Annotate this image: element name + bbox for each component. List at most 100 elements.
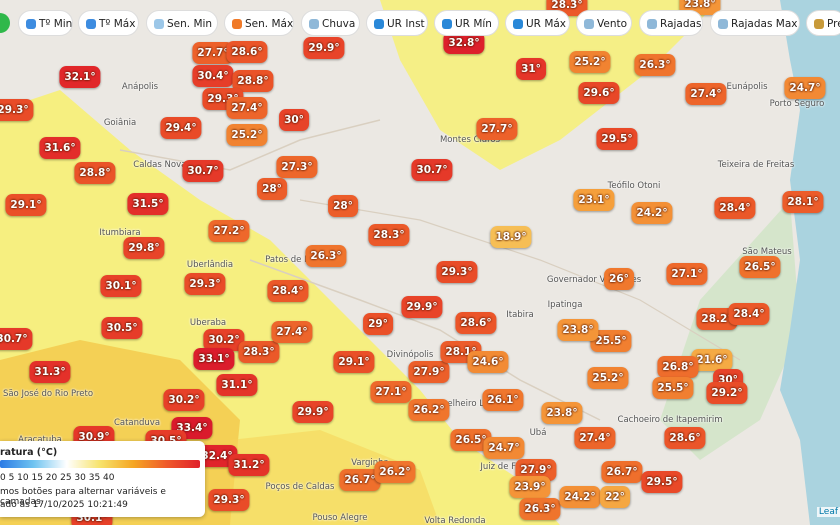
temperature-marker[interactable]: 25.5° (652, 377, 694, 399)
toolbar-button[interactable]: Sen. Min (146, 10, 218, 36)
temperature-marker[interactable]: 27.1° (370, 381, 412, 403)
temperature-marker[interactable]: 23.8° (557, 319, 599, 341)
toolbar-button[interactable]: UR Máx (505, 10, 570, 36)
temperature-marker[interactable]: 27.4° (226, 97, 268, 119)
temperature-marker[interactable]: 26° (604, 268, 634, 290)
temperature-marker[interactable]: 29.4° (160, 117, 202, 139)
temperature-marker[interactable]: 26.8° (657, 356, 699, 378)
temperature-marker[interactable]: 29.3° (184, 273, 226, 295)
temperature-marker[interactable]: 26.5° (739, 256, 781, 278)
temperature-marker[interactable]: 24.7° (483, 437, 525, 459)
toolbar-button[interactable]: Rajadas (639, 10, 703, 36)
temperature-marker[interactable]: 27.7° (192, 42, 234, 64)
temperature-marker[interactable]: 28.8° (232, 70, 274, 92)
temperature-marker[interactable]: 23.8° (541, 402, 583, 424)
temperature-marker[interactable]: 25.2° (569, 51, 611, 73)
temperature-marker[interactable]: 31.3° (29, 361, 71, 383)
temperature-marker[interactable]: 18.9° (490, 226, 532, 248)
toolbar-button[interactable]: Tº Min (18, 10, 73, 36)
temperature-marker[interactable]: 24.6° (467, 351, 509, 373)
temperature-marker[interactable]: 27.9° (515, 459, 557, 481)
temperature-marker[interactable]: 28° (257, 178, 287, 200)
temperature-marker[interactable]: 22° (600, 486, 630, 508)
toolbar-button[interactable]: Tº Máx (78, 10, 139, 36)
temperature-marker[interactable]: 32.8° (443, 32, 485, 54)
temperature-marker[interactable]: 31.2° (228, 454, 270, 476)
temperature-marker[interactable]: 29.1° (5, 194, 47, 216)
temperature-marker[interactable]: 26.3° (305, 245, 347, 267)
temperature-marker[interactable]: 28.3° (368, 224, 410, 246)
temperature-marker[interactable]: 29.3° (436, 261, 478, 283)
temperature-marker[interactable]: 28° (328, 195, 358, 217)
temperature-marker[interactable]: 30.7° (182, 160, 224, 182)
temperature-marker[interactable]: 27.3° (276, 156, 318, 178)
temperature-marker[interactable]: 25.2° (587, 367, 629, 389)
toolbar-button[interactable]: Chuva (301, 10, 360, 36)
temperature-marker[interactable]: 28.2° (696, 308, 738, 330)
temperature-marker[interactable]: 29.8° (123, 237, 165, 259)
temperature-marker[interactable]: 24.7° (784, 77, 826, 99)
temperature-marker[interactable]: 26.3° (519, 498, 561, 520)
toolbar-button[interactable]: Rajadas Max (710, 10, 800, 36)
temperature-marker[interactable]: 27.4° (271, 321, 313, 343)
temperature-marker[interactable]: 30.4° (192, 65, 234, 87)
temperature-marker[interactable]: 26.2° (374, 461, 416, 483)
temperature-marker[interactable]: 29.3° (0, 99, 34, 121)
temperature-marker[interactable]: 28.6° (226, 41, 268, 63)
temperature-marker[interactable]: 23.1° (573, 189, 615, 211)
temperature-marker[interactable]: 29.5° (596, 128, 638, 150)
temperature-marker[interactable]: 30.7° (411, 159, 453, 181)
temperature-marker[interactable]: 27.2° (208, 220, 250, 242)
temperature-marker[interactable]: 24.2° (559, 486, 601, 508)
temperature-marker[interactable]: 27.9° (408, 361, 450, 383)
attribution[interactable]: Leaf (816, 507, 840, 517)
toolbar-button[interactable]: UR Inst (366, 10, 428, 36)
temperature-marker[interactable]: 30.5° (101, 317, 143, 339)
temperature-marker[interactable]: 30.2° (203, 329, 245, 351)
temperature-marker[interactable]: 26.3° (634, 54, 676, 76)
temperature-marker[interactable]: 29.6° (578, 82, 620, 104)
temperature-marker[interactable]: 27.1° (666, 263, 708, 285)
temperature-marker[interactable]: 27.4° (574, 427, 616, 449)
temperature-marker[interactable]: 26.2° (408, 399, 450, 421)
temperature-marker[interactable]: 32.4° (196, 445, 238, 467)
temperature-marker[interactable]: 28.1° (782, 191, 824, 213)
temperature-marker[interactable]: 28.4° (267, 280, 309, 302)
temperature-marker[interactable]: 31° (516, 58, 546, 80)
toolbar-button[interactable]: Pre (806, 10, 840, 36)
temperature-marker[interactable]: 29.9° (401, 296, 443, 318)
temperature-marker[interactable]: 26.1° (482, 389, 524, 411)
temperature-marker[interactable]: 31.5° (127, 193, 169, 215)
temperature-marker[interactable]: 31.1° (216, 374, 258, 396)
temperature-marker[interactable]: 25.2° (226, 124, 268, 146)
temperature-marker[interactable]: 23.9° (509, 476, 551, 498)
temperature-marker[interactable]: 29.3° (208, 489, 250, 511)
temperature-marker[interactable]: 21.6° (691, 349, 733, 371)
temperature-marker[interactable]: 30.7° (0, 328, 33, 350)
temperature-marker[interactable]: 26.7° (601, 461, 643, 483)
toolbar-button[interactable]: Sen. Máx (224, 10, 294, 36)
temperature-marker[interactable]: 29.2° (706, 382, 748, 404)
temperature-marker[interactable]: 26.5° (450, 429, 492, 451)
temperature-marker[interactable]: 27.7° (476, 118, 518, 140)
temperature-marker[interactable]: 24.2° (631, 202, 673, 224)
temperature-marker[interactable]: 28.6° (664, 427, 706, 449)
temperature-marker[interactable]: 33.1° (193, 348, 235, 370)
temperature-marker[interactable]: 25.5° (590, 330, 632, 352)
toolbar-button[interactable]: UR Mín (434, 10, 499, 36)
temperature-marker[interactable]: 29.1° (333, 351, 375, 373)
temperature-marker[interactable]: 32.1° (59, 66, 101, 88)
temperature-marker[interactable]: 28.6° (455, 312, 497, 334)
temperature-marker[interactable]: 29.9° (303, 37, 345, 59)
temperature-marker[interactable]: 29° (363, 313, 393, 335)
temperature-marker[interactable]: 31.6° (39, 137, 81, 159)
toolbar-button[interactable]: Vento (576, 10, 632, 36)
temperature-marker[interactable]: 28.8° (74, 162, 116, 184)
temperature-marker[interactable]: 30.1° (100, 275, 142, 297)
temperature-marker[interactable]: 27.4° (685, 83, 727, 105)
temperature-marker[interactable]: 26.7° (339, 469, 381, 491)
temperature-marker[interactable]: 29.5° (641, 471, 683, 493)
temperature-marker[interactable]: 28.3° (238, 341, 280, 363)
temperature-marker[interactable]: 29.9° (292, 401, 334, 423)
